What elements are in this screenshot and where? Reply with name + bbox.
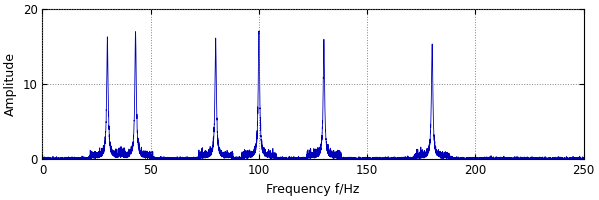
X-axis label: Frequency f/Hz: Frequency f/Hz — [267, 183, 360, 196]
Y-axis label: Amplitude: Amplitude — [4, 52, 17, 116]
